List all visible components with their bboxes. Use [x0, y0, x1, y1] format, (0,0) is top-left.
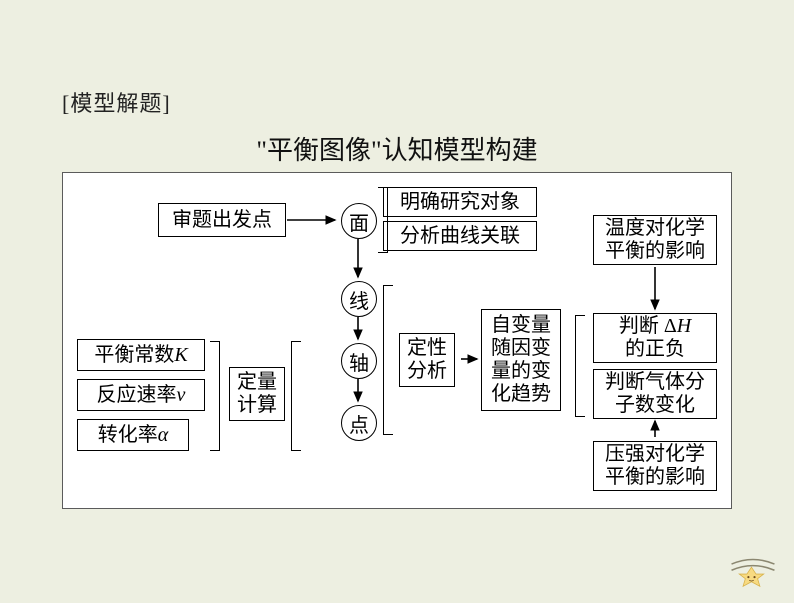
node-obj: 明确研究对象 [383, 187, 537, 217]
star-decoration [730, 553, 776, 589]
node-alpha: 转化率α [77, 419, 189, 451]
brace-4 [575, 315, 584, 417]
node-k: 平衡常数K [77, 339, 205, 371]
brace-0 [211, 341, 220, 451]
node-judgeH: 判断 ΔH的正负 [593, 313, 717, 363]
section-header: [模型解题] [62, 86, 171, 118]
flowchart-container: 审题出发点 明确研究对象分析曲线关联 温度对化学平衡的影响判断 ΔH的正负判断气体分… [62, 172, 732, 509]
node-tempEff: 温度对化学平衡的影响 [593, 215, 717, 265]
circle-zhou: 轴 [341, 343, 377, 379]
node-start: 审题出发点 [158, 203, 286, 237]
node-v: 反应速率v [77, 379, 205, 411]
brace-1 [291, 341, 300, 451]
node-trend: 自变量随因变量的变化趋势 [481, 309, 561, 411]
node-curve: 分析曲线关联 [383, 221, 537, 251]
brace-2 [379, 187, 388, 253]
circle-mian: 面 [341, 203, 377, 239]
node-qual: 定性分析 [399, 333, 455, 387]
node-judgeGas: 判断气体分子数变化 [593, 369, 717, 419]
circle-dian: 点 [341, 405, 377, 441]
page-title: "平衡图像"认知模型构建 [0, 130, 794, 167]
brace-3 [383, 285, 392, 435]
node-pressEff: 压强对化学平衡的影响 [593, 441, 717, 491]
node-quant: 定量计算 [229, 367, 285, 421]
circle-xian: 线 [341, 281, 377, 317]
